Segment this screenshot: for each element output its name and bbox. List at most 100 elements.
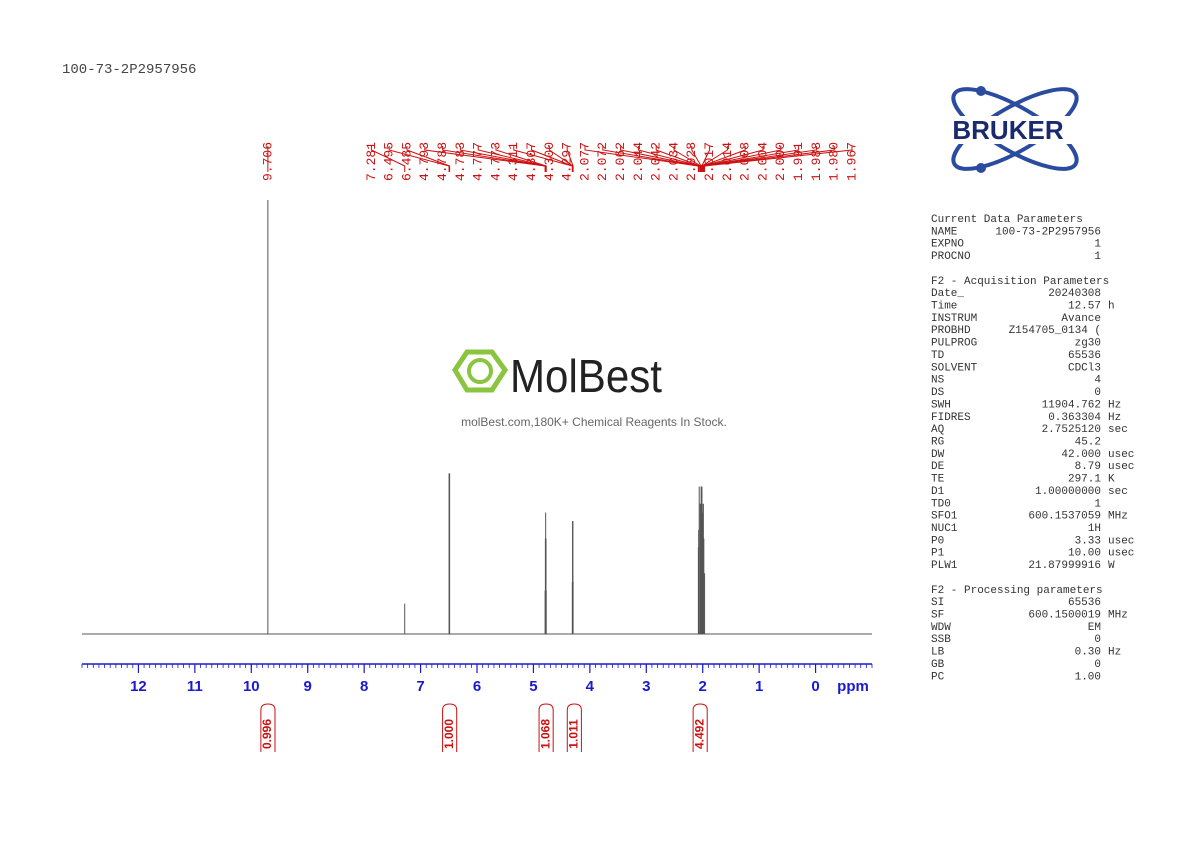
param-name: EXPNO [931, 239, 964, 251]
param-value: 3.33 [1075, 535, 1101, 547]
param-unit: MHz [1108, 511, 1128, 523]
chart-title: 100-73-2P2957956 [62, 62, 196, 78]
param-unit: Hz [1108, 647, 1121, 659]
param-unit: Hz [1108, 412, 1121, 424]
param-value: 11904.762 [1042, 399, 1101, 411]
peak-connector [620, 146, 700, 172]
param-value: 65536 [1068, 597, 1101, 609]
integral-bracket [692, 703, 708, 752]
param-value: 1 [1094, 239, 1101, 251]
param-unit: usec [1108, 461, 1134, 473]
peak-label: 2.044 [631, 142, 646, 181]
param-name: NS [931, 375, 945, 387]
peak-label: 6.495 [382, 142, 397, 181]
param-value: 12.57 [1068, 301, 1101, 313]
param-name: WDW [931, 622, 951, 634]
integral-bracket [260, 703, 276, 752]
param-section-title: Current Data Parameters [931, 214, 1083, 226]
param-name: Date_ [931, 288, 964, 300]
param-value: 600.1537059 [1028, 511, 1101, 523]
param-value: 10.00 [1068, 548, 1101, 560]
peak-connector [388, 146, 450, 172]
param-unit: W [1108, 560, 1115, 572]
integral-label: 4.492 [692, 719, 706, 749]
param-name: RG [931, 436, 944, 448]
integral-label: 1.011 [567, 719, 581, 749]
param-name: SWH [931, 399, 951, 411]
param-name: SI [931, 597, 944, 609]
x-tick-label: 8 [360, 678, 368, 695]
x-tick-label: 5 [529, 678, 537, 695]
x-tick-label: 7 [416, 678, 424, 695]
param-name: P1 [931, 548, 945, 560]
integral-bracket [566, 703, 582, 752]
param-unit: K [1108, 474, 1115, 486]
param-value: 2.7525120 [1042, 424, 1101, 436]
param-name: D1 [931, 486, 945, 498]
param-value: 0 [1094, 659, 1101, 671]
param-value: 1 [1094, 498, 1101, 510]
param-value: 45.2 [1075, 436, 1101, 448]
param-name: PULPROG [931, 338, 977, 350]
param-name: PC [931, 671, 945, 683]
param-name: SOLVENT [931, 362, 978, 374]
peak-label: 2.028 [684, 142, 699, 181]
param-name: FIDRES [931, 412, 971, 424]
peak-label: 2.077 [577, 142, 592, 181]
param-value: CDCl3 [1068, 362, 1101, 374]
peak-label: 2.004 [755, 142, 770, 181]
param-name: SSB [931, 634, 951, 646]
param-value: 297.1 [1068, 474, 1101, 486]
peak-label: 2.072 [595, 142, 610, 181]
x-tick-label: 0 [811, 678, 819, 695]
param-value: 100-73-2P2957956 [995, 226, 1101, 238]
peak-label: 4.311 [506, 142, 521, 181]
peak-label: 2.034 [666, 142, 681, 181]
param-name: P0 [931, 535, 944, 547]
param-unit: Hz [1108, 399, 1121, 411]
param-unit: MHz [1108, 610, 1128, 622]
param-section-title: F2 - Acquisition Parameters [931, 276, 1109, 288]
integral-label: 0.996 [260, 719, 274, 749]
watermark: MolBest molBest.com,180K+ Chemical Reage… [452, 349, 727, 429]
param-name: TD [931, 350, 945, 362]
x-tick-label: 11 [187, 678, 203, 695]
param-value: 0 [1094, 387, 1101, 399]
param-name: Time [931, 301, 957, 313]
param-name: DS [931, 387, 945, 399]
param-value: EM [1088, 622, 1101, 634]
param-name: INSTRUM [931, 313, 977, 325]
x-tick-label: 3 [642, 678, 650, 695]
integral-label: 1.000 [442, 719, 456, 749]
param-name: LB [931, 647, 945, 659]
param-value: 600.1500019 [1028, 610, 1101, 622]
x-tick-label: 1 [755, 678, 763, 695]
peak-connector [495, 146, 547, 172]
peak-label: 4.300 [542, 142, 557, 181]
param-unit: sec [1108, 424, 1128, 436]
param-value: Z154705_0134 ( [1009, 325, 1101, 337]
peak-connector [566, 146, 574, 172]
peak-label: 2.000 [773, 142, 788, 181]
param-unit: sec [1108, 486, 1128, 498]
param-name: DE [931, 461, 945, 473]
peak-label: 2.062 [613, 142, 628, 181]
peak-connector [602, 146, 700, 172]
param-value: 0.363304 [1048, 412, 1101, 424]
param-name: NAME [931, 226, 958, 238]
param-value: 8.79 [1075, 461, 1101, 473]
param-value: 1 [1094, 251, 1101, 263]
param-value: zg30 [1075, 338, 1101, 350]
param-value: 42.000 [1061, 449, 1101, 461]
peak-label: 4.777 [471, 142, 486, 181]
x-tick-label: 4 [586, 678, 595, 695]
peak-connector [702, 146, 782, 172]
param-name: SFO1 [931, 511, 958, 523]
param-name: NUC1 [931, 523, 958, 535]
param-value: 4 [1094, 375, 1101, 387]
x-axis-label: ppm [837, 678, 869, 695]
param-unit: usec [1108, 535, 1134, 547]
param-name: AQ [931, 424, 945, 436]
